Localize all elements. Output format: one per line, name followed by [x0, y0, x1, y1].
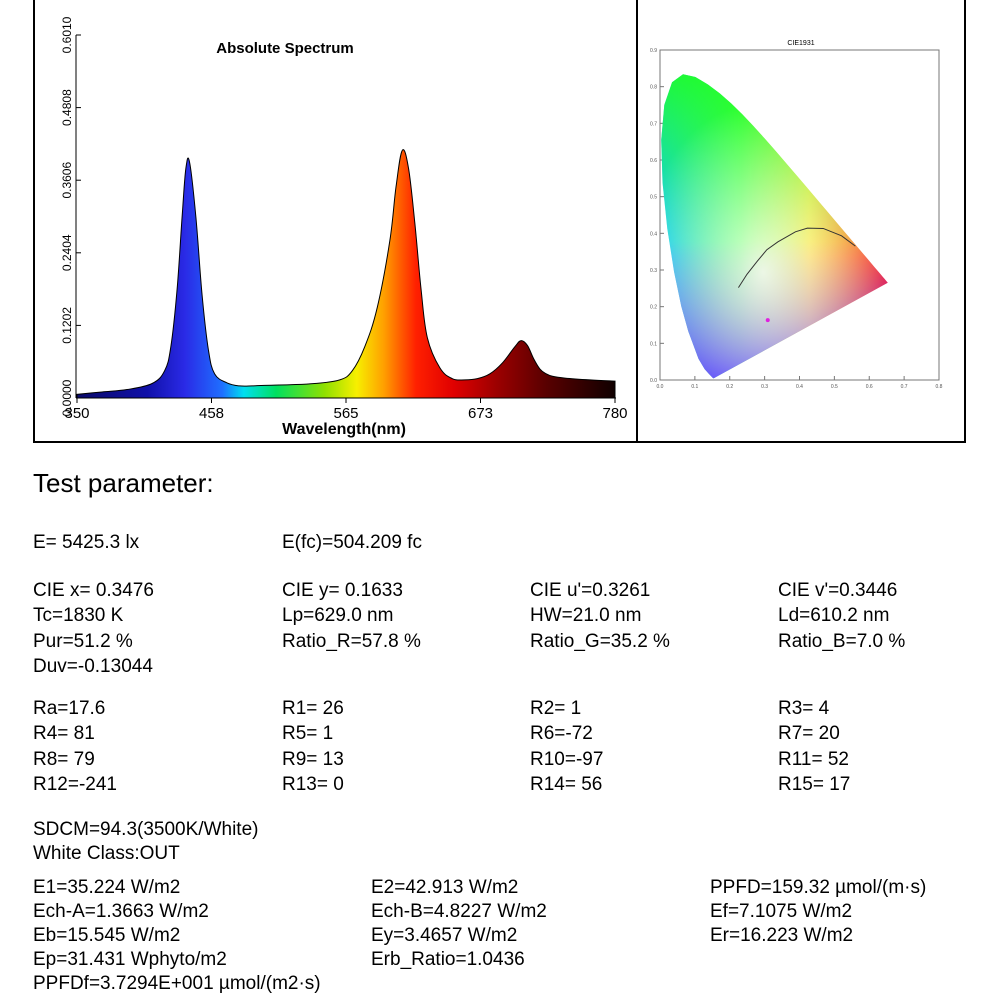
y-tick-label: 0.3606: [60, 162, 74, 199]
param-Er: Er=16.223 W/m2: [710, 925, 854, 946]
cie-y-tick-label: 0.0: [650, 378, 657, 384]
param-R3: R3= 4: [778, 698, 830, 719]
cie-chart: CIE1931 0.0 0.1 0.2 0.3 0.4 0.5 0.6 0.7 0.8 0.0 0.…: [650, 40, 943, 390]
param-white-class: White Class:OUT: [33, 843, 180, 864]
param-Ech-B: Ech-B=4.8227 W/m2: [371, 901, 547, 922]
x-tick-label: 780: [602, 405, 627, 422]
param-R4: R4= 81: [33, 723, 95, 744]
param-R6: R6=-72: [530, 723, 593, 744]
cie-x-tick-label: 0.7: [901, 384, 908, 390]
param-R10: R10=-97: [530, 749, 604, 770]
param-E-fc: E(fc)=504.209 fc: [282, 532, 422, 553]
x-tick-label: 565: [333, 405, 358, 422]
x-tick-label: 458: [199, 405, 224, 422]
param-cie-v: CIE v'=0.3446: [778, 580, 898, 601]
y-tick-label: 0.4808: [60, 89, 74, 126]
spectrum-panel: Absolute Spectrum 0.0000 0.1202 0.2404 0.36…: [33, 0, 638, 443]
param-R5: R5= 1: [282, 723, 334, 744]
param-R9: R9= 13: [282, 749, 344, 770]
cie-y-tick-label: 0.6: [650, 158, 657, 164]
y-tick-label: 0.1202: [60, 307, 74, 344]
param-cie-y: CIE y= 0.1633: [282, 580, 403, 601]
param-Lp: Lp=629.0 nm: [282, 605, 394, 626]
param-Ech-A: Ech-A=1.3663 W/m2: [33, 901, 209, 922]
param-Eb: Eb=15.545 W/m2: [33, 925, 181, 946]
param-ratio-g: Ratio_G=35.2 %: [530, 631, 670, 652]
cie-title: CIE1931: [787, 40, 814, 47]
param-HW: HW=21.0 nm: [530, 605, 642, 626]
test-parameter-heading: Test parameter:: [33, 468, 214, 498]
param-R11: R11= 52: [778, 749, 849, 770]
cie-x-tick-label: 0.0: [657, 384, 664, 390]
param-cie-u: CIE u'=0.3261: [530, 580, 651, 601]
y-tick-label: 0.0000: [60, 379, 74, 416]
param-Ef: Ef=7.1075 W/m2: [710, 901, 853, 922]
param-R7: R7= 20: [778, 723, 840, 744]
param-Ep: Ep=31.431 Wphyto/m2: [33, 949, 227, 970]
param-ratio-r: Ratio_R=57.8 %: [282, 631, 421, 652]
param-E: E= 5425.3 lx: [33, 532, 140, 553]
x-tick-label: 350: [64, 405, 89, 422]
cie-y-tick-label: 0.5: [650, 195, 657, 201]
param-Ey: Ey=3.4657 W/m2: [371, 925, 518, 946]
cie-y-tick-label: 0.9: [650, 48, 657, 54]
param-E1: E1=35.224 W/m2: [33, 877, 181, 898]
x-tick-label: 673: [468, 405, 493, 422]
cie-y-tick-label: 0.2: [650, 305, 657, 311]
param-R14: R14= 56: [530, 774, 603, 795]
planckian-locus: [738, 227, 856, 288]
cie-y-tick-label: 0.4: [650, 231, 657, 237]
param-R13: R13= 0: [282, 774, 344, 795]
param-PPFDf: PPFDf=3.7294E+001 µmol/(m2·s): [33, 973, 321, 994]
cie-diagram-panel: CIE1931 0.0 0.1 0.2 0.3 0.4 0.5 0.6 0.7 0.8 0.0 0.…: [638, 0, 966, 443]
cie-x-tick-label: 0.4: [796, 384, 803, 390]
spectrum-area: [76, 149, 616, 399]
param-Duv: Duv=-0.13044: [33, 656, 153, 677]
y-tick-label: 0.2404: [60, 234, 74, 271]
cie-x-tick-label: 0.1: [691, 384, 698, 390]
param-R1: R1= 26: [282, 698, 344, 719]
cie-horseshoe: [661, 74, 888, 379]
cie-x-tick-label: 0.5: [831, 384, 838, 390]
param-R15: R15= 17: [778, 774, 851, 795]
param-R2: R2= 1: [530, 698, 582, 719]
param-R8: R8= 79: [33, 749, 95, 770]
cie-x-tick-label: 0.2: [726, 384, 733, 390]
param-SDCM: SDCM=94.3(3500K/White): [33, 819, 259, 840]
param-Pur: Pur=51.2 %: [33, 631, 133, 652]
cie-y-tick-label: 0.7: [650, 121, 657, 127]
param-Erb-ratio: Erb_Ratio=1.0436: [371, 949, 525, 970]
spectrum-chart: Absolute Spectrum 0.0000 0.1202 0.2404 0.36…: [60, 16, 628, 438]
param-ratio-b: Ratio_B=7.0 %: [778, 631, 906, 652]
chart-title: Absolute Spectrum: [216, 40, 354, 57]
y-tick-label: 0.6010: [60, 16, 74, 53]
cie-x-tick-label: 0.3: [761, 384, 768, 390]
param-Tc: Tc=1830 K: [33, 605, 124, 626]
cie-y-tick-label: 0.3: [650, 268, 657, 274]
x-axis-label: Wavelength(nm): [282, 421, 406, 438]
param-cie-x: CIE x= 0.3476: [33, 580, 154, 601]
param-E2: E2=42.913 W/m2: [371, 877, 519, 898]
cie-x-tick-label: 0.6: [866, 384, 873, 390]
cie-y-tick-label: 0.8: [650, 85, 657, 91]
param-Ld: Ld=610.2 nm: [778, 605, 890, 626]
chromaticity-point: [765, 318, 770, 323]
cie-y-tick-label: 0.1: [650, 341, 657, 347]
param-Ra: Ra=17.6: [33, 698, 106, 719]
cie-x-tick-label: 0.8: [936, 384, 943, 390]
param-R12: R12=-241: [33, 774, 117, 795]
param-PPFD: PPFD=159.32 µmol/(m·s): [710, 877, 927, 898]
